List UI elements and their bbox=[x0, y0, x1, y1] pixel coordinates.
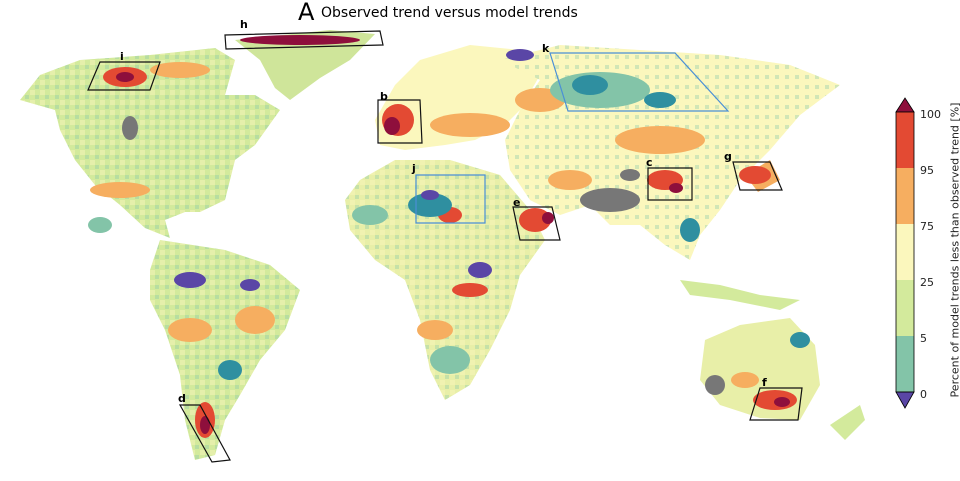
map-title: Observed trend versus model trends bbox=[321, 5, 578, 21]
region-b-label: b bbox=[380, 90, 388, 103]
region-j-label: j bbox=[411, 162, 416, 175]
region-d-label: d bbox=[178, 392, 186, 405]
colorbar-tick-0: 0 bbox=[920, 388, 927, 401]
indonesia bbox=[680, 280, 800, 310]
region-k-label: k bbox=[542, 42, 550, 55]
colorbar-tick-100: 100 bbox=[920, 108, 941, 121]
colorbar-bin bbox=[896, 280, 914, 336]
colorbar-bin bbox=[896, 336, 914, 392]
colorbar-under-arrow bbox=[895, 391, 915, 409]
region-boxes bbox=[87, 30, 803, 463]
region-labels: h i b k j c g e d f bbox=[120, 18, 767, 405]
region-c-label: c bbox=[646, 156, 653, 169]
region-b-box bbox=[377, 99, 423, 144]
colorbar-over-arrow bbox=[895, 97, 915, 113]
region-e-label: e bbox=[513, 196, 520, 209]
region-g-label: g bbox=[724, 150, 732, 163]
region-d-box bbox=[178, 404, 231, 463]
colorbar-bins bbox=[896, 112, 914, 392]
region-k-box bbox=[549, 52, 730, 112]
region-g-box bbox=[732, 161, 783, 191]
panel-letter: A bbox=[298, 0, 315, 26]
colorbar-tick-75: 75 bbox=[920, 220, 934, 233]
region-c-box bbox=[647, 167, 693, 201]
region-h-box bbox=[224, 30, 384, 50]
trend-patches bbox=[88, 35, 810, 438]
colorbar-label: Percent of model trends less than observ… bbox=[948, 102, 960, 398]
region-i-label: i bbox=[120, 50, 124, 63]
new-zealand bbox=[830, 405, 865, 440]
region-e-box bbox=[512, 206, 561, 241]
colorbar-bin bbox=[896, 112, 914, 168]
colorbar-tick-25: 25 bbox=[920, 276, 934, 289]
world-map: h i b k j c g e d f bbox=[20, 18, 865, 463]
region-f-label: f bbox=[762, 376, 767, 389]
region-j-box bbox=[415, 174, 486, 224]
region-i-box bbox=[87, 61, 161, 91]
region-h-label: h bbox=[240, 18, 248, 31]
colorbar-tick-95: 95 bbox=[920, 164, 934, 177]
colorbar-tick-5: 5 bbox=[920, 332, 927, 345]
colorbar bbox=[895, 97, 915, 409]
colorbar-bin bbox=[896, 168, 914, 224]
colorbar-bin bbox=[896, 224, 914, 280]
region-f-box bbox=[749, 387, 803, 421]
